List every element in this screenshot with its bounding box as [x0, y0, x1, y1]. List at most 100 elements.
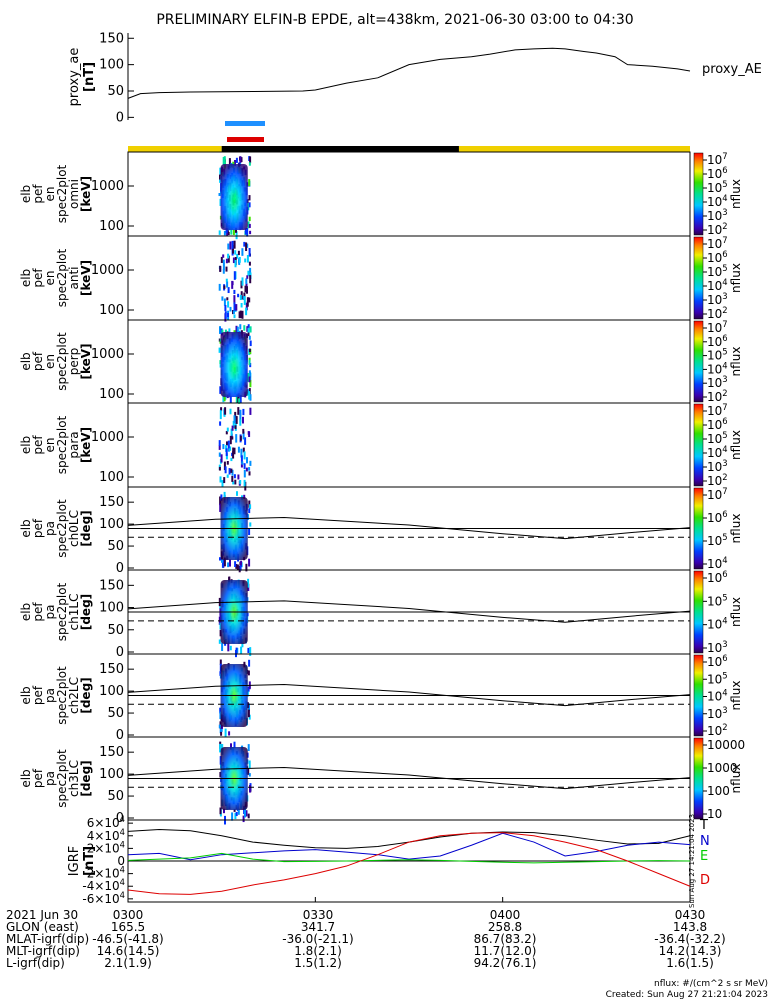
heatmap-cell: [235, 325, 238, 333]
heatmap-cell: [246, 275, 249, 279]
heatmap-cell: [233, 271, 236, 280]
heatmap-cell: [229, 645, 232, 651]
y-label-line: en: [43, 438, 57, 453]
heatmap-cell: [248, 179, 251, 187]
heatmap-cell: [223, 491, 226, 499]
heatmap-cell: [227, 562, 230, 568]
igrf-tick-label: -2×104: [82, 865, 125, 881]
heatmap-cell: [240, 303, 243, 308]
heatmap-cell: [218, 597, 221, 607]
footer-row-value: 1.6(1.5): [666, 956, 714, 970]
heatmap-cell: [233, 302, 236, 311]
heatmap-cell: [234, 250, 237, 255]
y-label-line: spec2plot: [55, 582, 69, 641]
y-label-line: pef: [31, 768, 45, 788]
spectrogram-panels: 1000100elbpefenspec2plotomni[keV]1071061…: [19, 151, 745, 826]
y-label-line: en: [43, 187, 57, 202]
heatmap-cell: [229, 408, 232, 415]
y-tick-label: 1000: [91, 179, 124, 194]
heatmap-cell: [246, 326, 249, 332]
heatmap-cell: [218, 445, 221, 450]
heatmap-cell: [245, 283, 248, 288]
heatmap-cell: [229, 241, 232, 250]
heatmap-cell: [226, 474, 229, 478]
footer-row-value: 14.6(14.5): [97, 944, 160, 958]
heatmap-cell: [248, 500, 251, 508]
heatmap-cell: [239, 435, 242, 441]
heatmap-cell: [219, 198, 222, 206]
y-label-line: [keV]: [79, 427, 93, 463]
heatmap-cell: [248, 297, 251, 303]
heatmap-cell: [246, 243, 249, 248]
heatmap-cell: [248, 261, 251, 266]
heatmap-cell: [233, 474, 236, 479]
heatmap-cell: [235, 812, 238, 817]
heatmap-cell: [236, 491, 238, 496]
heatmap-cell: [223, 808, 225, 814]
heatmap-cell: [234, 425, 237, 430]
heatmap-cell: [244, 258, 247, 263]
spectrogram-panel-4: 1000100elbpefenspec2plotpara[keV]1071061…: [19, 402, 743, 491]
heatmap-cell: [248, 529, 251, 536]
heatmap-cell: [247, 768, 250, 775]
ae-tick-label: 0: [116, 110, 124, 125]
heatmap-cell: [231, 812, 234, 821]
colorbar: [693, 320, 704, 403]
footer-row-value: 1.8(2.1): [294, 944, 342, 958]
footer-row-value: 2.1(1.9): [104, 956, 152, 970]
y-label-line: elb: [19, 686, 33, 704]
y-label-line: pef: [31, 268, 45, 288]
colorbar-tick-label: 106: [707, 569, 728, 585]
heatmap-cell: [234, 260, 237, 268]
heatmap-cell: [219, 743, 222, 753]
heatmap-cell: [245, 278, 248, 284]
heatmap-cell: [244, 285, 247, 293]
heatmap-cell: [233, 240, 236, 249]
y-tick-label: 50: [107, 623, 124, 638]
y-label-line: spec2plot: [55, 248, 69, 307]
y-tick-label: 0: [116, 728, 124, 743]
y-tick-label: 100: [99, 470, 124, 485]
heatmap-cell: [231, 425, 234, 431]
ae-ylabel-units: [nT]: [82, 62, 97, 92]
heatmap-cell: [248, 558, 251, 567]
colorbar-tick-label: 104: [707, 616, 728, 632]
igrf-series-E: [127, 852, 691, 864]
heatmap-cell: [219, 360, 222, 365]
footer-row-label: MLAT-igrf(dip): [6, 932, 89, 946]
y-label-line: pef: [31, 685, 45, 705]
ae-tick-label: 150: [99, 31, 124, 46]
y-tick-label: 100: [99, 219, 124, 234]
heatmap-cell: [235, 416, 238, 424]
footer-row-value: 14.2(14.3): [659, 944, 722, 958]
colorbar-tick-label: 106: [707, 653, 728, 669]
heatmap-cell: [228, 328, 231, 333]
heatmap-cell: [227, 255, 230, 263]
heatmap-cell: [233, 295, 236, 305]
heatmap-cell: [225, 278, 228, 282]
heatmap-cell: [246, 457, 248, 464]
heatmap-cell: [249, 407, 252, 415]
heatmap-cell: [249, 267, 252, 277]
colorbar-label: nflux: [729, 514, 743, 544]
footer-row-value: 86.7(83.2): [474, 932, 537, 946]
heatmap-cell: [248, 195, 251, 201]
y-label-line: spec2plot: [55, 666, 69, 725]
heatmap-cell: [243, 241, 246, 247]
heatmap-cell: [218, 193, 221, 197]
footer-row-value: 0430: [675, 908, 706, 922]
eclipse-bar-eclipse: [221, 146, 459, 152]
heatmap-cell: [238, 311, 241, 319]
heatmap-cell: [232, 420, 235, 429]
heatmap-cell: [222, 254, 225, 258]
heatmap-cell: [247, 709, 250, 718]
heatmap-cell: [245, 467, 248, 472]
heatmap-cell: [238, 398, 241, 404]
heatmap-cell: [247, 327, 250, 333]
heatmap-cell: [225, 431, 228, 435]
heatmap-cell: [224, 311, 227, 319]
heatmap-cell: [219, 421, 222, 426]
heatmap-cell: [224, 407, 227, 415]
y-tick-label: 1000: [91, 430, 124, 445]
